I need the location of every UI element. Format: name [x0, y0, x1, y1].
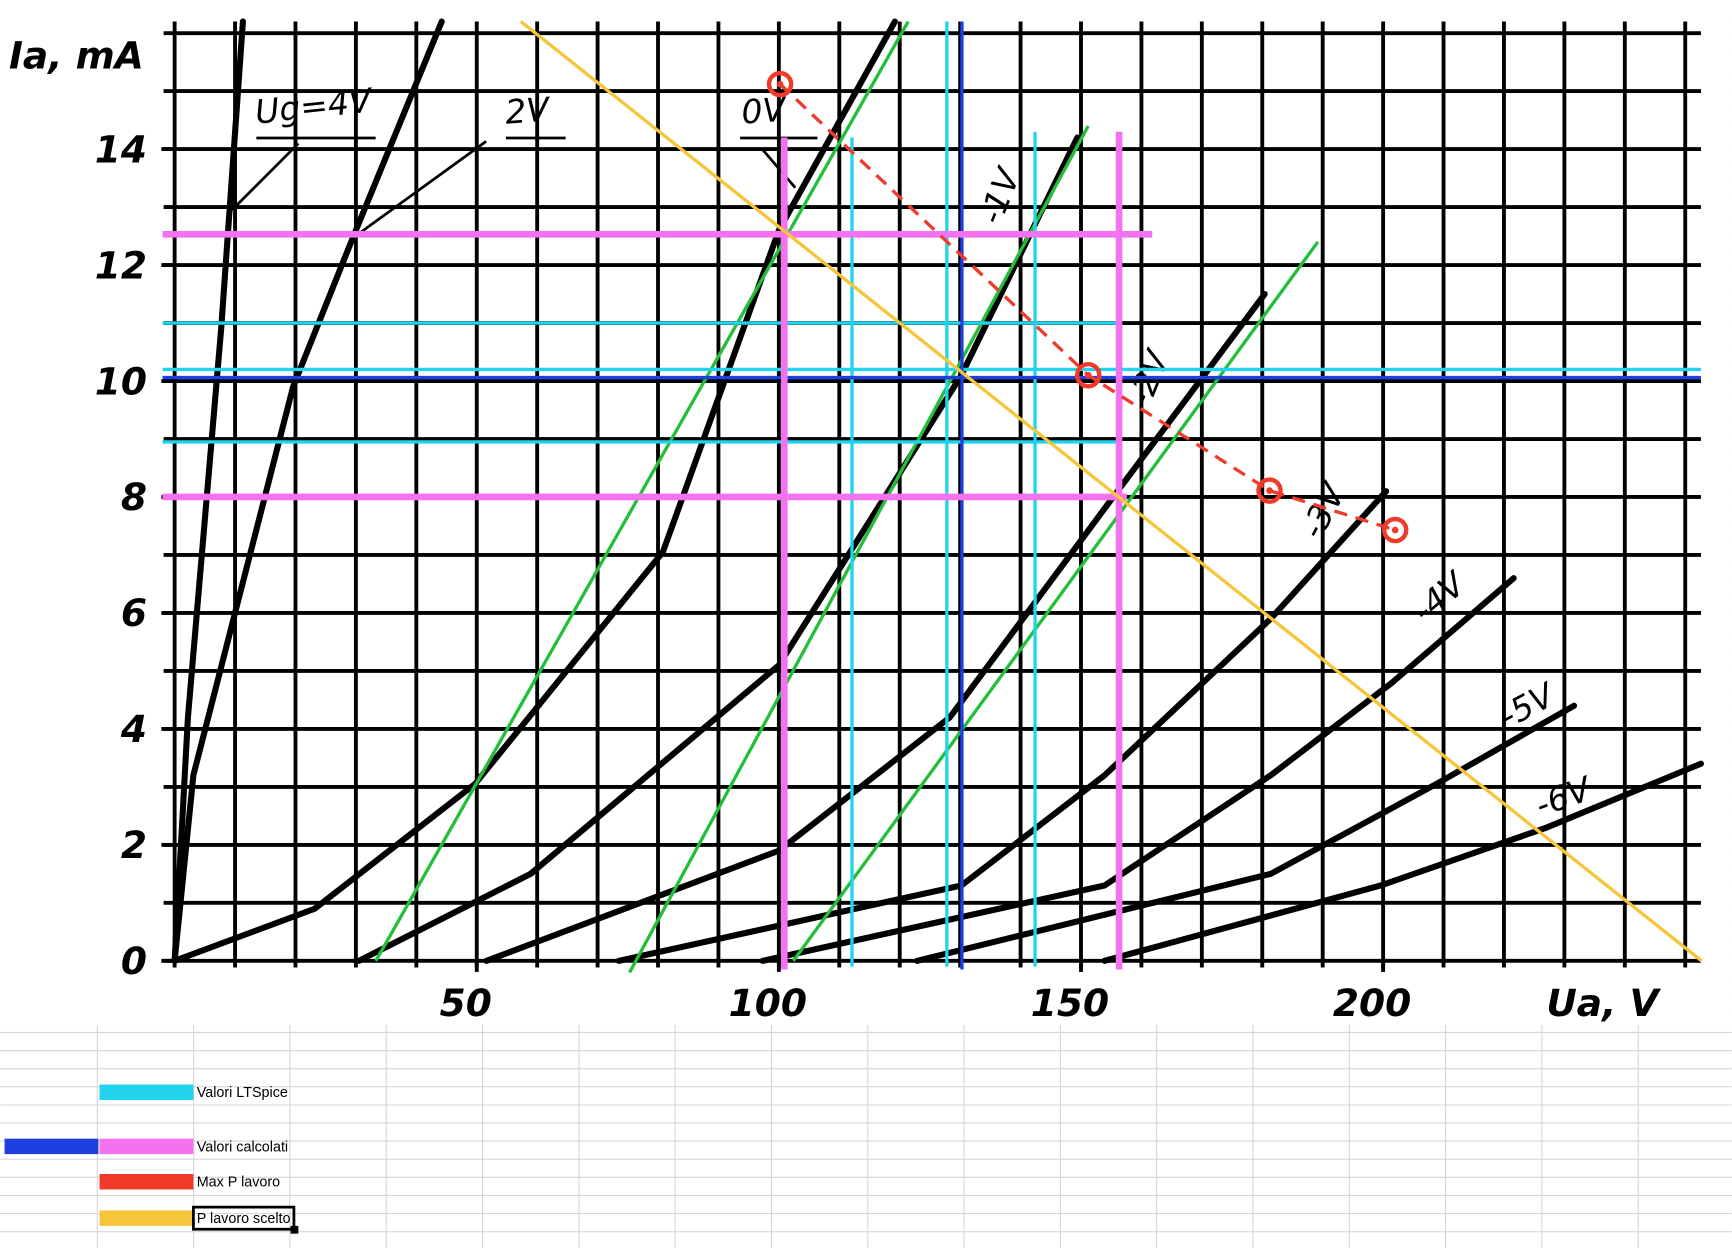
point-marker [1256, 477, 1283, 504]
curve-label: 2V [504, 90, 553, 132]
x-tick-label: 100 [729, 981, 807, 1025]
overlay-line [374, 20, 910, 962]
point-marker [1074, 361, 1102, 389]
legend-label: Valori calcolati [197, 1139, 288, 1155]
legend-label: P lavoro scelto [197, 1211, 291, 1227]
x-axis-label: Ua, V [1546, 981, 1661, 1025]
y-tick-label: 2 [121, 823, 147, 867]
curve [759, 575, 1517, 964]
y-tick-label: 6 [121, 591, 147, 635]
curve [615, 488, 1390, 964]
legend-swatch [99, 1084, 194, 1101]
overlay-line [778, 82, 1396, 532]
legend-label: Valori LTSpice [197, 1085, 288, 1101]
y-tick-label: 14 [95, 127, 147, 171]
curve [1101, 760, 1704, 964]
legend-swatch [99, 1138, 194, 1155]
curve [171, 18, 246, 964]
point-marker-center [1084, 371, 1092, 379]
point-marker [766, 70, 794, 98]
curve [171, 18, 445, 964]
overlay-line [519, 20, 1703, 963]
y-tick-label: 8 [121, 475, 147, 519]
y-tick-label: 0 [121, 939, 147, 983]
label-leader [352, 140, 487, 239]
curve [355, 134, 1081, 964]
label-leader [761, 148, 797, 189]
x-tick-label: 50 [440, 981, 492, 1025]
y-axis-label: Ia, mA [9, 33, 144, 77]
x-tick-label: 150 [1031, 981, 1109, 1025]
legend-swatch [99, 1210, 194, 1226]
fill-handle [290, 1225, 299, 1234]
y-tick-label: 10 [95, 359, 147, 403]
overlay-line [628, 125, 1090, 974]
curve [483, 291, 1268, 964]
label-leader [231, 142, 300, 211]
selected-cell [192, 1205, 296, 1231]
point-marker-center [1266, 487, 1273, 494]
overlay-line [792, 240, 1320, 962]
legend-swatch [99, 1174, 194, 1190]
point-marker [1381, 516, 1409, 544]
legend-swatch [4, 1138, 99, 1155]
y-tick-label: 4 [120, 707, 147, 751]
curve [171, 18, 898, 964]
y-tick-label: 12 [95, 243, 147, 287]
point-marker-center [776, 80, 784, 88]
curve [914, 702, 1578, 964]
x-tick-label: 200 [1333, 981, 1411, 1025]
legend: Valori LTSpice Valori calcolati Max P lavo… [4, 1084, 299, 1234]
legend-label: Max P lavoro [197, 1175, 280, 1191]
point-marker-center [1391, 526, 1399, 534]
